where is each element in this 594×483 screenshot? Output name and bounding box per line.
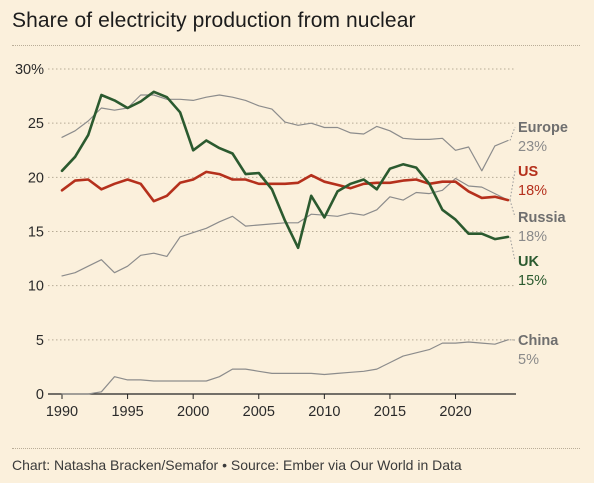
y-axis-tick-labels: 0 5 10 15 20 25 30%: [15, 62, 44, 403]
series-lines: [60, 90, 510, 395]
y-tick-label: 30%: [15, 62, 44, 78]
x-tick-label: 2005: [243, 404, 275, 420]
series-end-labels: Europe 23% US 18% Russia 18% UK 15% China 5%: [518, 120, 568, 368]
label-connector-us: [509, 170, 516, 201]
source-note: Chart: Natasha Bracken/Semafor • Source:…: [12, 457, 462, 473]
line-chart: 0 5 10 15 20 25 30% 1990 1995 2000 2005 2010 2015 20…: [15, 62, 568, 420]
label-connector-russia: [509, 199, 516, 218]
x-tick-label: 2010: [308, 404, 340, 420]
x-tick-label: 2015: [374, 404, 406, 420]
x-tick-label: 2000: [177, 404, 209, 420]
y-tick-label: 0: [36, 387, 44, 403]
series-value-label: 18%: [518, 183, 547, 199]
series-value-label: 15%: [518, 273, 547, 289]
label-connector-europe: [509, 126, 516, 141]
y-tick-label: 5: [36, 333, 44, 349]
label-connectors: [509, 126, 516, 341]
series-line-uk: [60, 90, 510, 250]
series-name-label: China: [518, 333, 559, 349]
y-tick-label: 25: [28, 116, 44, 132]
chart-title: Share of electricity production from nuc…: [12, 9, 416, 32]
label-connector-uk: [509, 236, 516, 262]
series-line-china: [61, 339, 509, 395]
x-tick-label: 1995: [111, 404, 143, 420]
series-name-label: Russia: [518, 210, 566, 226]
series-value-label: 5%: [518, 352, 539, 368]
series-name-label: US: [518, 164, 538, 180]
top-divider: [12, 45, 580, 46]
x-tick-label: 2020: [439, 404, 471, 420]
y-tick-label: 10: [28, 279, 44, 295]
series-line-europe: [61, 94, 509, 172]
series-name-label: UK: [518, 254, 539, 270]
y-tick-label: 20: [28, 170, 44, 186]
x-tick-label: 1990: [46, 404, 78, 420]
y-tick-label: 15: [28, 225, 44, 241]
series-value-label: 23%: [518, 139, 547, 155]
x-axis: 1990 1995 2000 2005 2010 2015 2020: [46, 393, 516, 420]
series-value-label: 18%: [518, 229, 547, 245]
series-name-label: Europe: [518, 120, 568, 136]
series-line-us: [60, 170, 510, 203]
bottom-divider: [12, 448, 580, 449]
series-line-russia: [61, 177, 509, 277]
